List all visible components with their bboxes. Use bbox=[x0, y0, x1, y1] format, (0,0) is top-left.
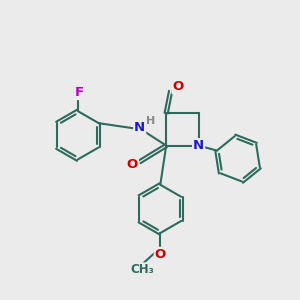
Text: N: N bbox=[193, 139, 204, 152]
Text: F: F bbox=[75, 86, 84, 99]
Text: O: O bbox=[127, 158, 138, 171]
Text: CH₃: CH₃ bbox=[131, 263, 154, 276]
Text: O: O bbox=[155, 248, 166, 261]
Text: O: O bbox=[172, 80, 184, 93]
Text: H: H bbox=[146, 116, 155, 126]
Text: N: N bbox=[134, 122, 145, 134]
